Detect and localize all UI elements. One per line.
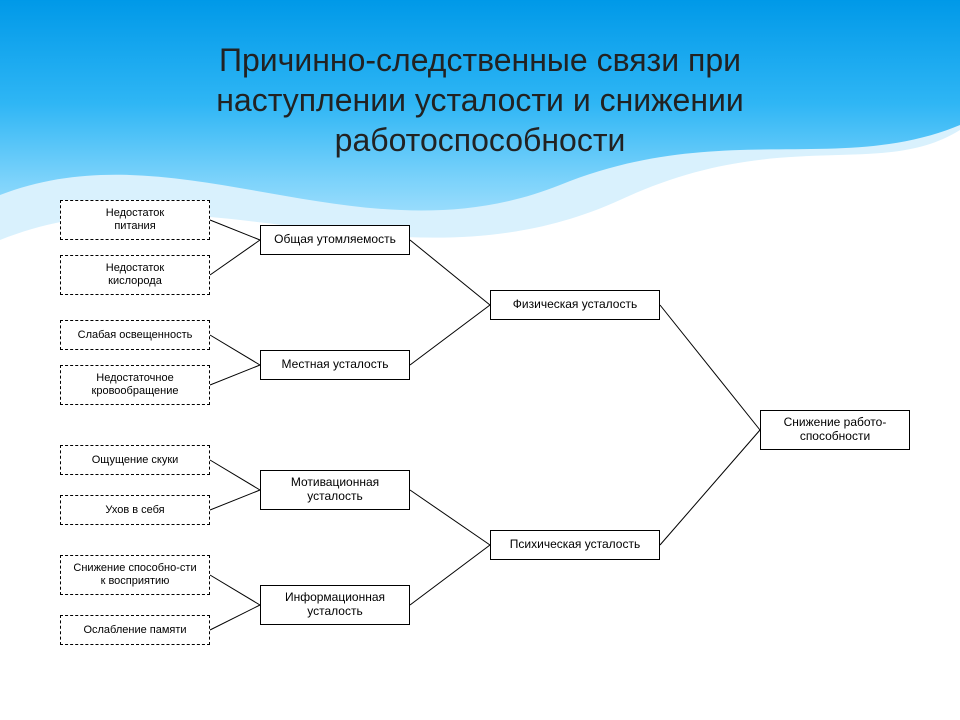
edge-n_percept-n_inform bbox=[210, 575, 260, 605]
slide: Причинно-следственные связи при наступле… bbox=[0, 0, 960, 720]
edge-n_inform-n_psych bbox=[410, 545, 490, 605]
edge-n_psych-n_result bbox=[660, 430, 760, 545]
edge-n_oxygen-n_general bbox=[210, 240, 260, 275]
flowchart-edges bbox=[60, 200, 930, 710]
edge-n_boredom-n_motiv bbox=[210, 460, 260, 490]
edge-n_motiv-n_psych bbox=[410, 490, 490, 545]
edge-n_memory-n_inform bbox=[210, 605, 260, 630]
edge-n_local-n_physical bbox=[410, 305, 490, 365]
edge-n_blood-n_local bbox=[210, 365, 260, 385]
edge-n_withdraw-n_motiv bbox=[210, 490, 260, 510]
slide-title: Причинно-следственные связи при наступле… bbox=[0, 40, 960, 160]
title-line-3: работоспособности bbox=[0, 120, 960, 160]
flowchart-diagram: НедостатокпитанияНедостатоккислородаСлаб… bbox=[60, 200, 930, 710]
title-line-1: Причинно-следственные связи при bbox=[0, 40, 960, 80]
edge-n_general-n_physical bbox=[410, 240, 490, 305]
edge-n_food-n_general bbox=[210, 220, 260, 240]
edge-n_light-n_local bbox=[210, 335, 260, 365]
edge-n_physical-n_result bbox=[660, 305, 760, 430]
title-line-2: наступлении усталости и снижении bbox=[0, 80, 960, 120]
